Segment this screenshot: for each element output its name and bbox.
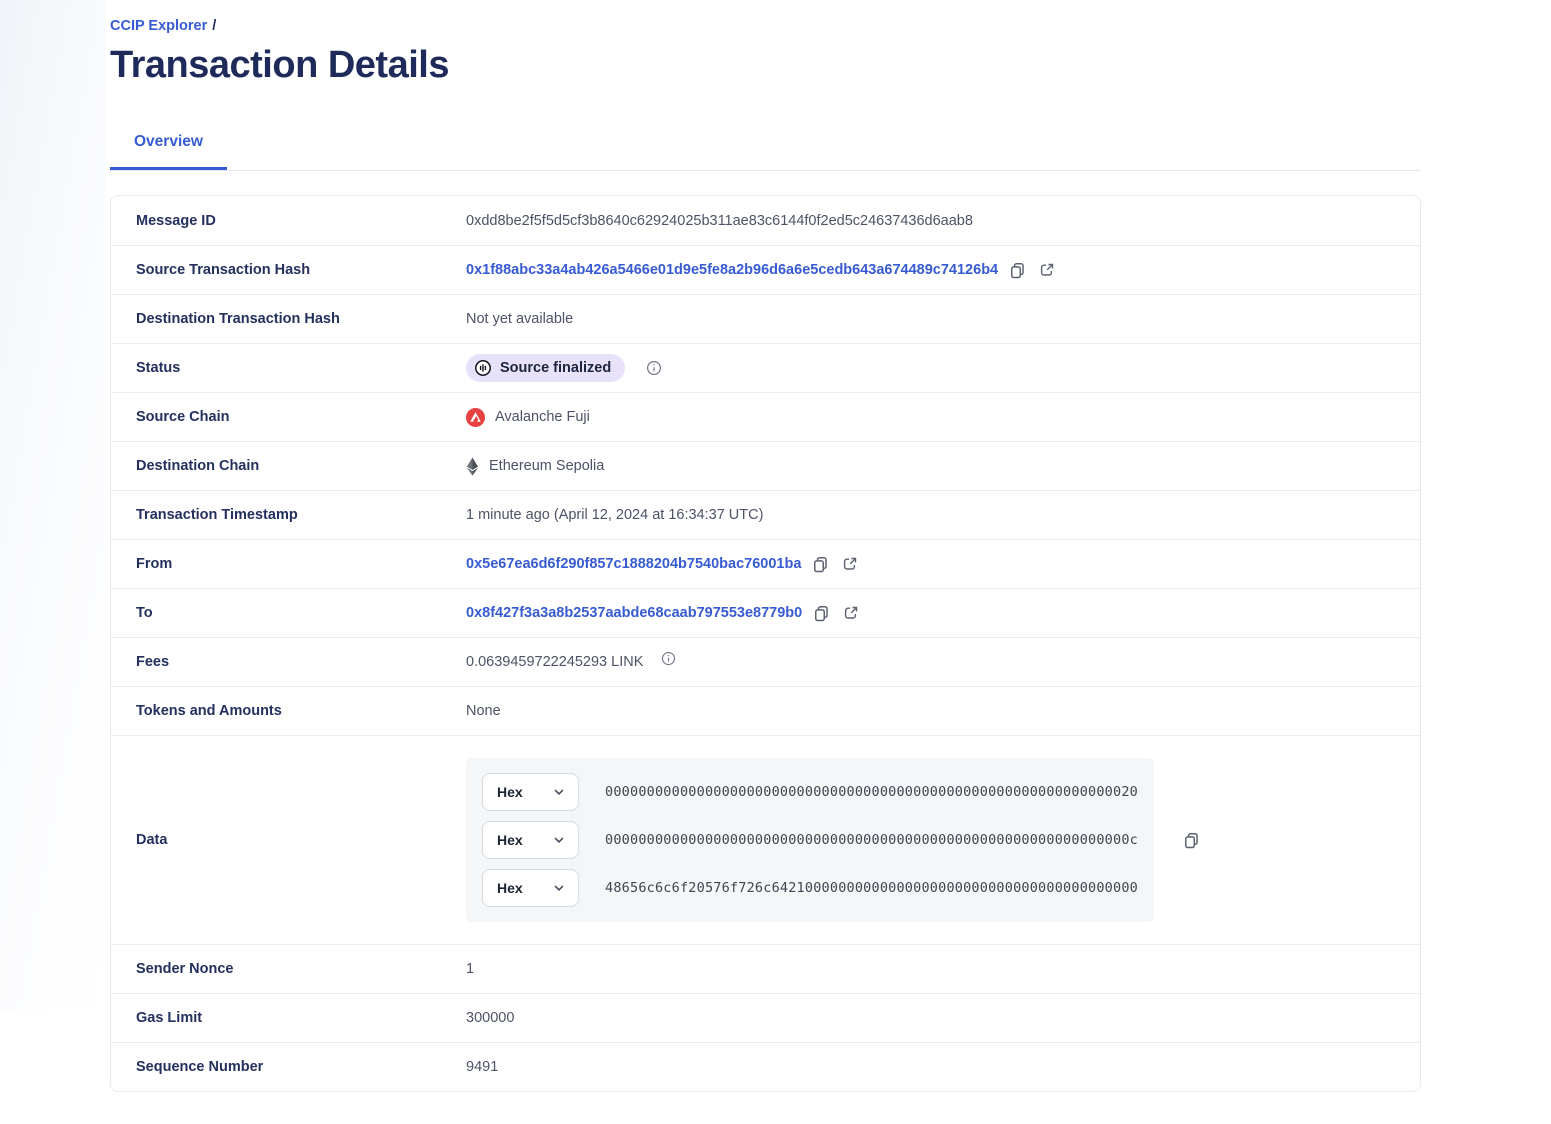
detail-row-sender-nonce: Sender Nonce 1 <box>111 944 1420 993</box>
row-label: Transaction Timestamp <box>136 507 298 523</box>
left-edge-decoration <box>0 0 105 1010</box>
data-line-1: Hex 000000000000000000000000000000000000… <box>482 773 1138 811</box>
external-link-icon[interactable] <box>840 602 862 624</box>
detail-row-dest-chain: Destination Chain Ethereum Sepolia <box>111 441 1420 490</box>
status-badge: Source finalized <box>466 354 626 382</box>
detail-row-tokens: Tokens and Amounts None <box>111 686 1420 735</box>
data-hex-value: 0000000000000000000000000000000000000000… <box>605 784 1138 800</box>
row-label: Fees <box>136 654 170 670</box>
row-label: From <box>136 556 173 572</box>
from-address-link[interactable]: 0x5e67ea6d6f290f857c1888204b7540bac76001… <box>466 556 802 572</box>
data-hex-value: 0000000000000000000000000000000000000000… <box>605 832 1138 848</box>
detail-row-fees: Fees 0.0639459722245293 LINK <box>111 637 1420 686</box>
copy-icon[interactable] <box>1180 829 1202 851</box>
row-label: Source Transaction Hash <box>136 262 311 278</box>
dest-tx-hash-value: Not yet available <box>466 311 574 327</box>
detail-row-timestamp: Transaction Timestamp 1 minute ago (Apri… <box>111 490 1420 539</box>
row-label: Gas Limit <box>136 1010 203 1026</box>
breadcrumb-link-ccip-explorer[interactable]: CCIP Explorer <box>110 18 208 34</box>
tab-overview[interactable]: Overview <box>110 133 227 170</box>
detail-row-to: To 0x8f427f3a3a8b2537aabde68caab797553e8… <box>111 588 1420 637</box>
gas-limit-value: 300000 <box>466 1010 515 1026</box>
data-hex-container: Hex 000000000000000000000000000000000000… <box>466 758 1154 922</box>
source-chain-name: Avalanche Fuji <box>495 409 590 425</box>
breadcrumb-separator: / <box>212 18 217 34</box>
data-line-3: Hex 48656c6c6f20576f726c6421000000000000… <box>482 869 1138 907</box>
ethereum-icon <box>467 457 478 475</box>
row-label: To <box>136 605 153 621</box>
row-label: Message ID <box>136 212 216 229</box>
data-line-2: Hex 000000000000000000000000000000000000… <box>482 821 1138 859</box>
chevron-down-icon <box>554 837 564 843</box>
external-link-icon[interactable] <box>1036 259 1058 281</box>
detail-row-source-chain: Source Chain Avalanche Fuji <box>111 392 1420 441</box>
chevron-down-icon <box>554 885 564 891</box>
detail-row-status: Status Source finalized <box>111 343 1420 392</box>
row-label: Data <box>136 832 168 848</box>
chevron-down-icon <box>554 789 564 795</box>
detail-row-gas-limit: Gas Limit 300000 <box>111 993 1420 1042</box>
tab-bar: Overview <box>110 133 1421 171</box>
row-label: Sender Nonce <box>136 961 234 977</box>
data-hex-value: 48656c6c6f20576f726c64210000000000000000… <box>605 880 1138 896</box>
source-tx-hash-link[interactable]: 0x1f88abc33a4ab426a5466e01d9e5fe8a2b96d6… <box>466 262 999 278</box>
status-info-icon[interactable] <box>643 357 665 379</box>
detail-row-sequence-number: Sequence Number 9491 <box>111 1042 1420 1091</box>
row-label: Sequence Number <box>136 1059 264 1075</box>
hex-format-select[interactable]: Hex <box>482 773 580 811</box>
row-label: Destination Chain <box>136 458 260 474</box>
timestamp-value: 1 minute ago (April 12, 2024 at 16:34:37… <box>466 507 764 523</box>
detail-row-dest-tx-hash: Destination Transaction Hash Not yet ava… <box>111 294 1420 343</box>
sender-nonce-value: 1 <box>466 961 475 977</box>
detail-row-from: From 0x5e67ea6d6f290f857c1888204b7540bac… <box>111 539 1420 588</box>
dest-chain-name: Ethereum Sepolia <box>489 458 605 474</box>
row-label: Tokens and Amounts <box>136 703 282 719</box>
avalanche-icon <box>466 407 485 427</box>
sequence-number-value: 9491 <box>466 1059 499 1075</box>
status-badge-label: Source finalized <box>500 360 612 376</box>
detail-row-message-id: Message ID 0xdd8be2f5f5d5cf3b8640c629240… <box>111 196 1420 245</box>
copy-icon[interactable] <box>809 553 831 575</box>
row-label: Destination Transaction Hash <box>136 311 340 327</box>
to-address-link[interactable]: 0x8f427f3a3a8b2537aabde68caab797553e8779… <box>466 605 803 621</box>
fees-value: 0.0639459722245293 LINK <box>466 654 644 670</box>
hex-format-label: Hex <box>497 832 523 848</box>
transaction-details-card: Message ID 0xdd8be2f5f5d5cf3b8640c629240… <box>110 195 1421 1092</box>
hex-format-select[interactable]: Hex <box>482 869 580 907</box>
detail-row-source-tx-hash: Source Transaction Hash 0x1f88abc33a4ab4… <box>111 245 1420 294</box>
detail-row-data: Data Hex 0000000000000000000000000000000… <box>111 735 1420 944</box>
hex-format-label: Hex <box>497 784 523 800</box>
main-content: CCIP Explorer / Transaction Details Overv… <box>110 0 1421 1092</box>
tokens-value: None <box>466 703 501 719</box>
status-progress-icon <box>475 360 491 376</box>
copy-icon[interactable] <box>1006 259 1028 281</box>
row-label: Status <box>136 360 181 376</box>
breadcrumb: CCIP Explorer / <box>110 0 1421 34</box>
hex-format-label: Hex <box>497 880 523 896</box>
row-label: Source Chain <box>136 409 230 425</box>
page-title: Transaction Details <box>110 44 449 86</box>
external-link-icon[interactable] <box>839 553 861 575</box>
hex-format-select[interactable]: Hex <box>482 821 580 859</box>
message-id-value: 0xdd8be2f5f5d5cf3b8640c62924025b311ae83c… <box>466 212 973 229</box>
copy-icon[interactable] <box>810 602 832 624</box>
fees-info-icon[interactable] <box>657 647 679 669</box>
